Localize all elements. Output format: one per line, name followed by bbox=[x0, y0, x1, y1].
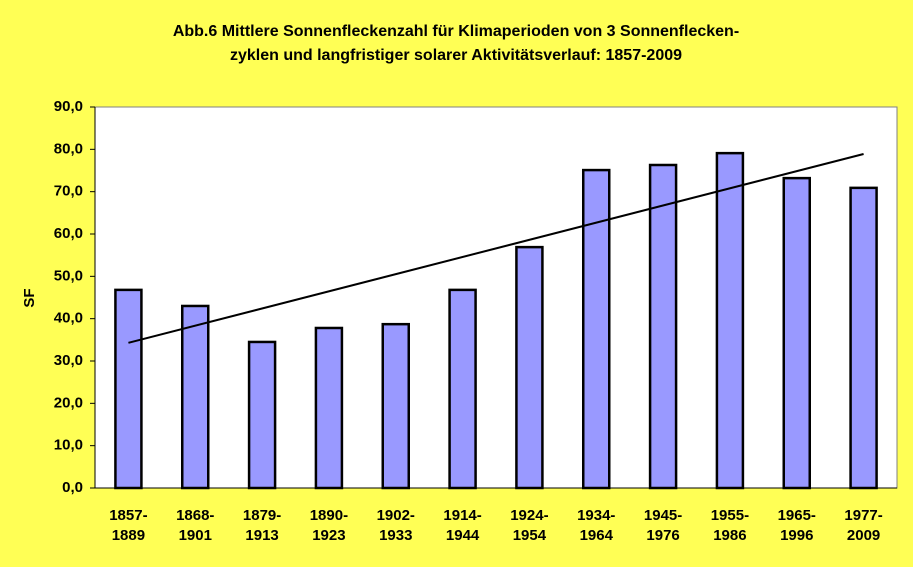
bar bbox=[849, 186, 878, 490]
x-tick-label: 1964 bbox=[580, 527, 614, 544]
x-tick-label: 1965- bbox=[778, 507, 816, 524]
x-tick-label: 1890- bbox=[310, 507, 348, 524]
bar bbox=[381, 322, 410, 490]
x-tick-label: 1868- bbox=[176, 507, 214, 524]
y-tick-label: 60,0 bbox=[54, 225, 83, 242]
chart-title: zyklen und langfristiger solarer Aktivit… bbox=[230, 47, 682, 64]
bar bbox=[648, 163, 678, 490]
bar bbox=[314, 326, 344, 490]
bar bbox=[582, 168, 611, 490]
bar bbox=[247, 340, 277, 490]
bar bbox=[782, 176, 811, 490]
y-axis-label: SF bbox=[21, 288, 38, 307]
x-tick-label: 1923 bbox=[312, 527, 345, 544]
y-tick-label: 40,0 bbox=[54, 310, 83, 327]
x-tick-label: 1901 bbox=[179, 527, 212, 544]
y-tick-label: 20,0 bbox=[54, 394, 83, 411]
y-tick-label: 80,0 bbox=[54, 140, 83, 157]
trendline bbox=[128, 153, 864, 344]
x-tick-label: 1933 bbox=[379, 527, 412, 544]
x-tick-label: 1954 bbox=[513, 527, 547, 544]
x-tick-label: 1913 bbox=[245, 527, 278, 544]
y-tick-label: 30,0 bbox=[54, 352, 83, 369]
x-tick-label: 1996 bbox=[780, 527, 813, 544]
x-tick-label: 1857- bbox=[109, 507, 147, 524]
x-tick-label: 1914- bbox=[443, 507, 481, 524]
bar bbox=[114, 288, 143, 490]
bar bbox=[515, 245, 544, 490]
y-tick-label: 90,0 bbox=[54, 98, 83, 115]
x-tick-label: 1955- bbox=[711, 507, 749, 524]
x-tick-label: 1879- bbox=[243, 507, 281, 524]
x-tick-label: 1977- bbox=[844, 507, 882, 524]
x-tick-label: 1986 bbox=[713, 527, 746, 544]
bar bbox=[448, 288, 477, 490]
x-tick-label: 1944 bbox=[446, 527, 480, 544]
x-tick-label: 1945- bbox=[644, 507, 682, 524]
y-tick-label: 0,0 bbox=[62, 479, 83, 496]
x-tick-label: 1934- bbox=[577, 507, 615, 524]
x-tick-label: 1924- bbox=[510, 507, 548, 524]
x-tick-label: 1902- bbox=[377, 507, 415, 524]
y-tick-label: 50,0 bbox=[54, 267, 83, 284]
plot-area bbox=[94, 106, 898, 489]
chart-title: Abb.6 Mittlere Sonnenfleckenzahl für Kli… bbox=[173, 23, 739, 40]
x-tick-label: 1976 bbox=[646, 527, 679, 544]
y-tick-label: 70,0 bbox=[54, 183, 83, 200]
bar bbox=[715, 151, 745, 490]
x-tick-label: 2009 bbox=[847, 527, 880, 544]
x-tick-label: 1889 bbox=[112, 527, 145, 544]
bar bbox=[181, 304, 210, 490]
y-tick-label: 10,0 bbox=[54, 437, 83, 454]
